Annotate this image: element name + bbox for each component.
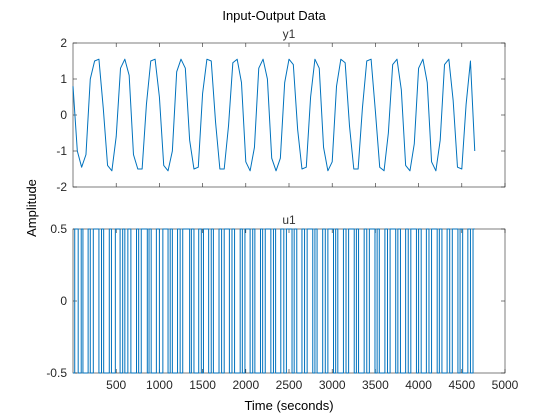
x-tick-label: 3000 [319, 378, 346, 392]
x-tick-label: 2000 [232, 378, 259, 392]
x-tick-label: 5000 [492, 378, 519, 392]
u1-ytick-label: -0.5 [46, 366, 67, 380]
x-tick-label: 1500 [189, 378, 216, 392]
x-tick-label: 2500 [276, 378, 303, 392]
u1-ytick-label: 0.5 [50, 222, 67, 236]
u1-title: u1 [282, 213, 296, 227]
y1-ytick-label: -1 [56, 144, 67, 158]
u1-ytick-label: 0 [60, 294, 67, 308]
x-tick-label: 4000 [405, 378, 432, 392]
figure-title: Input-Output Data [222, 8, 326, 23]
x-tick-label: 500 [106, 378, 126, 392]
y1-tick-labels: -2 -1 0 1 2 [56, 36, 67, 194]
x-tick-label: 1000 [146, 378, 173, 392]
y1-title: y1 [283, 27, 296, 41]
x-tick-label: 4500 [448, 378, 475, 392]
y1-ytick-label: -2 [56, 180, 67, 194]
u1-panel: u1 -0.5 0 0.5 500 1000 1500 2000 2500 3000 3500 4… [46, 213, 518, 392]
u1-tick-labels: -0.5 0 0.5 [46, 222, 67, 380]
x-axis-label: Time (seconds) [244, 398, 333, 413]
x-tick-labels: 500 1000 1500 2000 2500 3000 3500 4000 4500 5000 [106, 378, 518, 392]
y1-ytick-label: 1 [60, 72, 67, 86]
y-axis-label: Amplitude [24, 179, 39, 237]
y1-panel: y1 -2 -1 0 1 2 [56, 27, 506, 194]
y1-ytick-label: 2 [60, 36, 67, 50]
y1-ytick-label: 0 [60, 108, 67, 122]
y1-axes [72, 42, 506, 188]
x-tick-label: 3500 [362, 378, 389, 392]
u1-series-line [73, 228, 475, 374]
y1-ticks [73, 42, 506, 188]
y1-series-line [72, 58, 476, 172]
u1-axes [72, 228, 506, 374]
